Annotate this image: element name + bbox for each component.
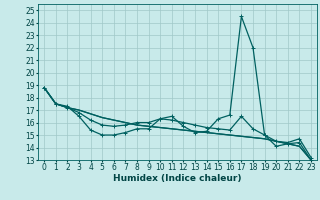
X-axis label: Humidex (Indice chaleur): Humidex (Indice chaleur): [113, 174, 242, 183]
